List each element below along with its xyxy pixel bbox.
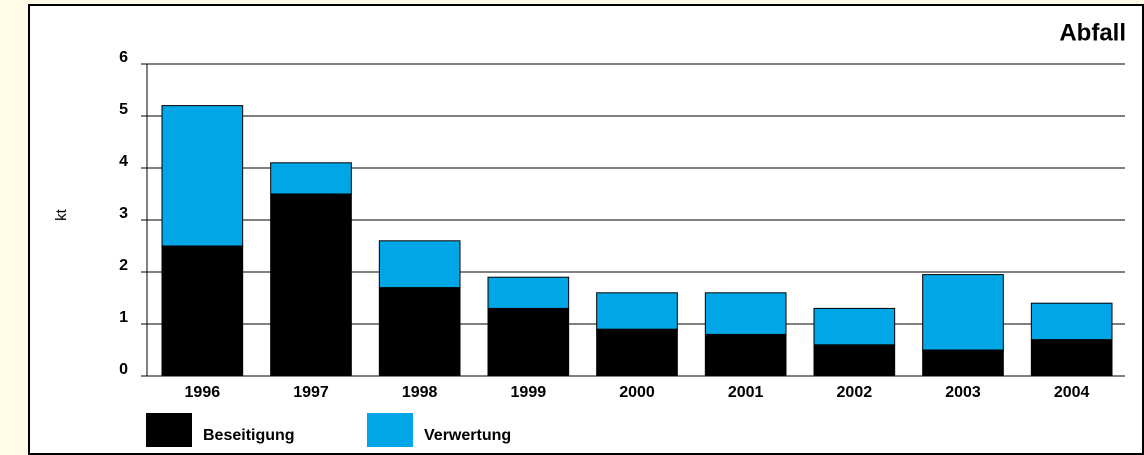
- bar-segment: [270, 162, 352, 195]
- bar-segment: [378, 287, 461, 377]
- legend-swatch: [367, 413, 413, 447]
- y-tick-label: 2: [119, 257, 128, 274]
- x-tick-label: 1999: [511, 384, 547, 401]
- bar-segment: [813, 307, 896, 346]
- y-tick-label: 0: [119, 361, 128, 378]
- bar-segment: [704, 333, 787, 377]
- legend-label: Verwertung: [424, 427, 511, 444]
- x-tick-label: 1998: [402, 384, 438, 401]
- x-tick-label: 2000: [619, 384, 655, 401]
- legend-label: Beseitigung: [203, 427, 295, 444]
- x-tick-label: 2003: [945, 384, 981, 401]
- bar-segment: [378, 240, 461, 289]
- bar-segment: [161, 245, 244, 377]
- bar-segment: [1030, 302, 1113, 341]
- bar-segment: [813, 344, 896, 377]
- x-tick-label: 1996: [185, 384, 221, 401]
- x-tick-label: 2002: [837, 384, 873, 401]
- bar-segment: [704, 292, 787, 335]
- bar-segment: [596, 292, 678, 330]
- y-tick-label: 5: [119, 101, 128, 118]
- y-tick-label: 4: [119, 153, 128, 170]
- chart-title: Abfall: [1059, 19, 1126, 46]
- x-tick-label: 1997: [293, 384, 329, 401]
- y-tick-label: 1: [119, 309, 128, 326]
- y-tick-label: 6: [119, 49, 128, 66]
- bar-segment: [270, 193, 352, 377]
- y-axis-label: kt: [53, 208, 70, 221]
- bar-segment: [596, 328, 678, 377]
- x-tick-label: 2001: [728, 384, 764, 401]
- y-tick-label: 3: [119, 205, 128, 222]
- x-tick-label: 2004: [1054, 384, 1090, 401]
- bar-segment: [487, 307, 570, 377]
- bar-segment: [487, 276, 570, 309]
- bar-segment: [922, 349, 1004, 377]
- bar-segment: [1030, 339, 1113, 377]
- bar-segment: [922, 274, 1004, 351]
- legend-swatch: [146, 413, 192, 447]
- bar-segment: [161, 105, 244, 247]
